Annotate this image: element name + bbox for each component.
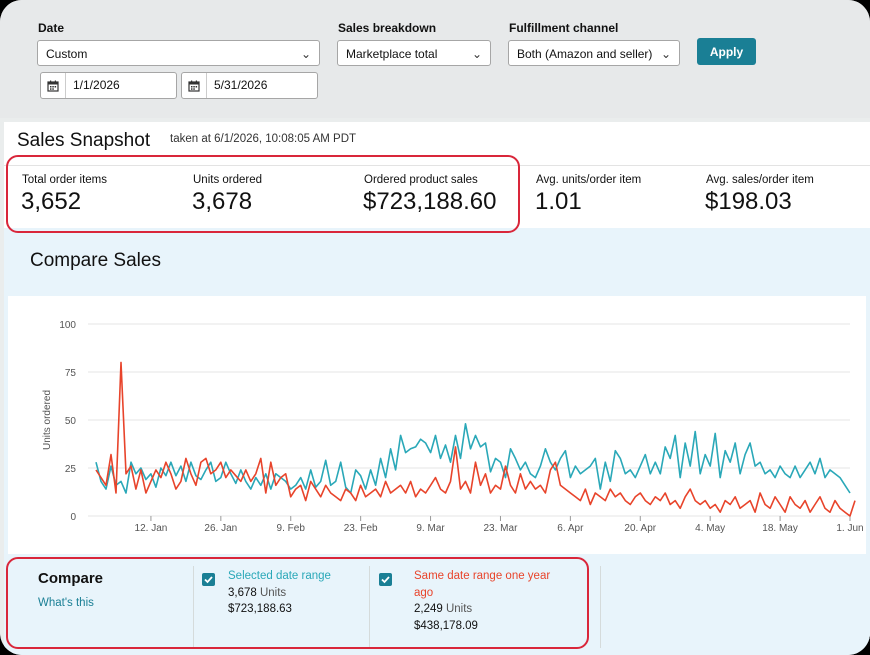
start-date-value: 1/1/2026	[73, 78, 120, 92]
selected-units-word: Units	[259, 587, 287, 599]
metric-label: Total order items	[22, 174, 108, 186]
previous-units-value: 2,249	[414, 603, 443, 615]
x-tick-label: 23. Mar	[484, 523, 519, 534]
metrics-row	[4, 165, 870, 228]
date-preset-value: Custom	[46, 47, 88, 61]
metric-label: Units ordered	[193, 174, 263, 186]
chevron-down-icon: ⌄	[471, 47, 482, 61]
previous-range-label-line1: Same date range one year	[414, 570, 551, 582]
y-tick-label: 0	[70, 512, 76, 523]
selected-range-line	[95, 423, 851, 494]
y-tick-label: 75	[65, 368, 77, 379]
apply-button[interactable]: Apply	[697, 38, 756, 65]
previous-range-line	[95, 361, 856, 517]
metric-label: Avg. sales/order item	[706, 174, 814, 186]
metric-label: Avg. units/order item	[536, 174, 642, 186]
start-date-field[interactable]: 1/1/2026	[40, 72, 177, 99]
channel-select[interactable]: Both (Amazon and seller) ⌄	[508, 40, 680, 66]
selected-units-value: 3,678	[228, 587, 257, 599]
breakdown-select[interactable]: Marketplace total ⌄	[337, 40, 491, 66]
breakdown-label: Sales breakdown	[338, 21, 437, 35]
highlight-box	[6, 557, 589, 649]
end-date-value: 5/31/2026	[214, 78, 268, 92]
x-tick-label: 18. May	[762, 523, 798, 534]
end-date-field[interactable]: 5/31/2026	[181, 72, 318, 99]
compare-sales-title: Compare Sales	[30, 250, 161, 271]
channel-value: Both (Amazon and seller)	[517, 47, 653, 61]
breakdown-value: Marketplace total	[346, 47, 438, 61]
chevron-down-icon: ⌄	[660, 47, 671, 61]
selected-range-label: Selected date range	[228, 570, 331, 582]
x-tick-label: 12. Jan	[135, 523, 168, 534]
legend-divider	[193, 566, 194, 648]
calendar-icon[interactable]	[41, 73, 66, 98]
sales-chart-svg: 0 25 50 75 100 12. Jan 26. Jan 9. Feb 23. Feb 9. …	[42, 320, 864, 534]
previous-range-units: 2,249 Units	[414, 603, 472, 615]
selected-range-checkbox[interactable]	[202, 573, 215, 586]
snapshot-title: Sales Snapshot	[17, 130, 151, 151]
x-tick-label: 9. Feb	[277, 523, 306, 534]
x-tick-label: 26. Jan	[204, 523, 237, 534]
metric-value: 3,678	[192, 188, 253, 215]
y-tick-label: 100	[59, 320, 76, 331]
highlight-box	[6, 155, 520, 233]
selected-range-sales: $723,188.63	[228, 603, 292, 615]
check-icon	[381, 576, 390, 584]
metric-value: 3,652	[21, 188, 82, 215]
selected-range-units: 3,678 Units	[228, 587, 286, 599]
x-tick-label: 1. Jun	[836, 523, 863, 534]
calendar-icon[interactable]	[182, 73, 207, 98]
compare-heading: Compare	[38, 570, 104, 587]
metric-value: $198.03	[705, 188, 792, 215]
x-tick-label: 20. Apr	[624, 523, 656, 534]
x-tick-label: 23. Feb	[344, 523, 378, 534]
y-tick-label: 50	[65, 416, 77, 427]
metric-value: $723,188.60	[363, 188, 497, 215]
previous-units-word: Units	[445, 603, 473, 615]
metric-value: 1.01	[535, 188, 582, 215]
metric-label: Ordered product sales	[364, 174, 478, 186]
chevron-down-icon: ⌄	[300, 47, 311, 61]
compare-legend	[4, 563, 604, 648]
date-preset-select[interactable]: Custom ⌄	[37, 40, 320, 66]
x-tick-label: 6. Apr	[557, 523, 584, 534]
channel-label: Fulfillment channel	[509, 21, 619, 35]
previous-range-sales: $438,178.09	[414, 620, 478, 632]
x-tick-label: 4. May	[695, 523, 725, 534]
sales-chart: 0 25 50 75 100 12. Jan 26. Jan 9. Feb 23. Feb 9. …	[8, 296, 866, 554]
date-label: Date	[38, 21, 65, 35]
whats-this-link[interactable]: What's this	[38, 597, 94, 609]
legend-divider	[600, 566, 601, 648]
previous-range-label-line2: ago	[414, 587, 434, 599]
y-tick-label: 25	[65, 464, 77, 475]
check-icon	[204, 576, 213, 584]
x-tick-label: 9. Mar	[416, 523, 445, 534]
previous-range-checkbox[interactable]	[379, 573, 392, 586]
snapshot-timestamp: taken at 6/1/2026, 10:08:05 AM PDT	[170, 133, 357, 145]
y-axis-label: Units ordered	[42, 390, 53, 450]
legend-divider	[369, 566, 370, 648]
